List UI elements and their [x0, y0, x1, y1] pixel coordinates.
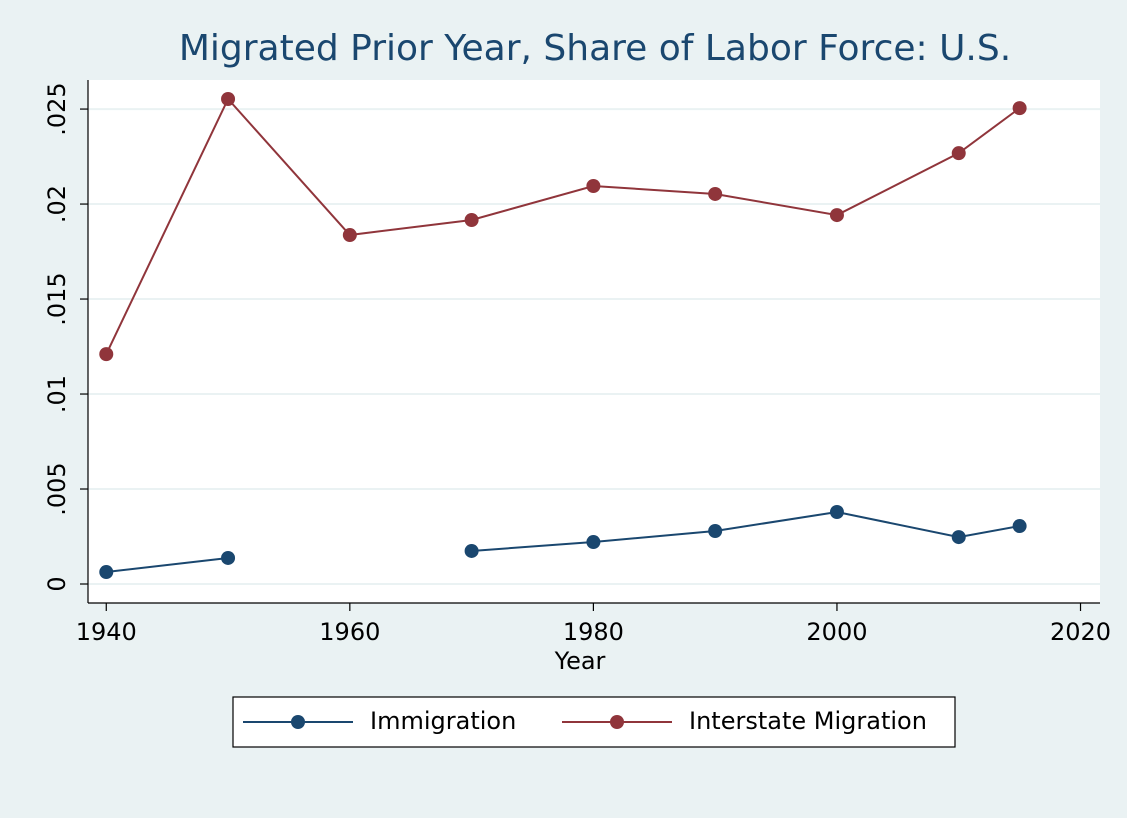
chart-title: Migrated Prior Year, Share of Labor Forc…	[179, 28, 1011, 69]
marker	[829, 505, 844, 520]
marker	[708, 186, 723, 201]
series-line	[106, 556, 229, 574]
legend-marker	[291, 715, 305, 729]
x-tick-label: 2000	[806, 618, 867, 646]
y-tick-label: .02	[43, 185, 71, 223]
marker	[586, 179, 601, 194]
y-tick-label: .01	[43, 375, 71, 413]
legend-label: Interstate Migration	[689, 707, 927, 735]
legend-marker	[610, 715, 624, 729]
marker	[464, 213, 479, 228]
y-tick-label: 0	[43, 576, 71, 591]
marker	[1012, 101, 1027, 116]
x-tick-label: 1960	[319, 618, 380, 646]
marker	[708, 523, 723, 538]
y-tick-label: .005	[43, 462, 71, 515]
x-axis-label: Year	[554, 647, 606, 675]
x-tick-label: 2020	[1050, 618, 1111, 646]
x-tick-label: 1940	[76, 618, 137, 646]
marker	[464, 543, 479, 558]
legend-box	[232, 696, 956, 748]
marker	[221, 91, 236, 106]
y-tick-label: .015	[43, 272, 71, 325]
marker	[342, 228, 357, 243]
marker	[951, 530, 966, 545]
marker	[99, 565, 114, 580]
marker	[99, 347, 114, 362]
marker	[586, 535, 601, 550]
marker	[221, 550, 236, 565]
x-tick-label: 1980	[563, 618, 624, 646]
y-tick-label: .025	[43, 82, 71, 135]
series-line	[471, 510, 1020, 552]
legend-label: Immigration	[370, 707, 516, 735]
marker	[1012, 519, 1027, 534]
marker	[829, 208, 844, 223]
marker	[951, 146, 966, 161]
